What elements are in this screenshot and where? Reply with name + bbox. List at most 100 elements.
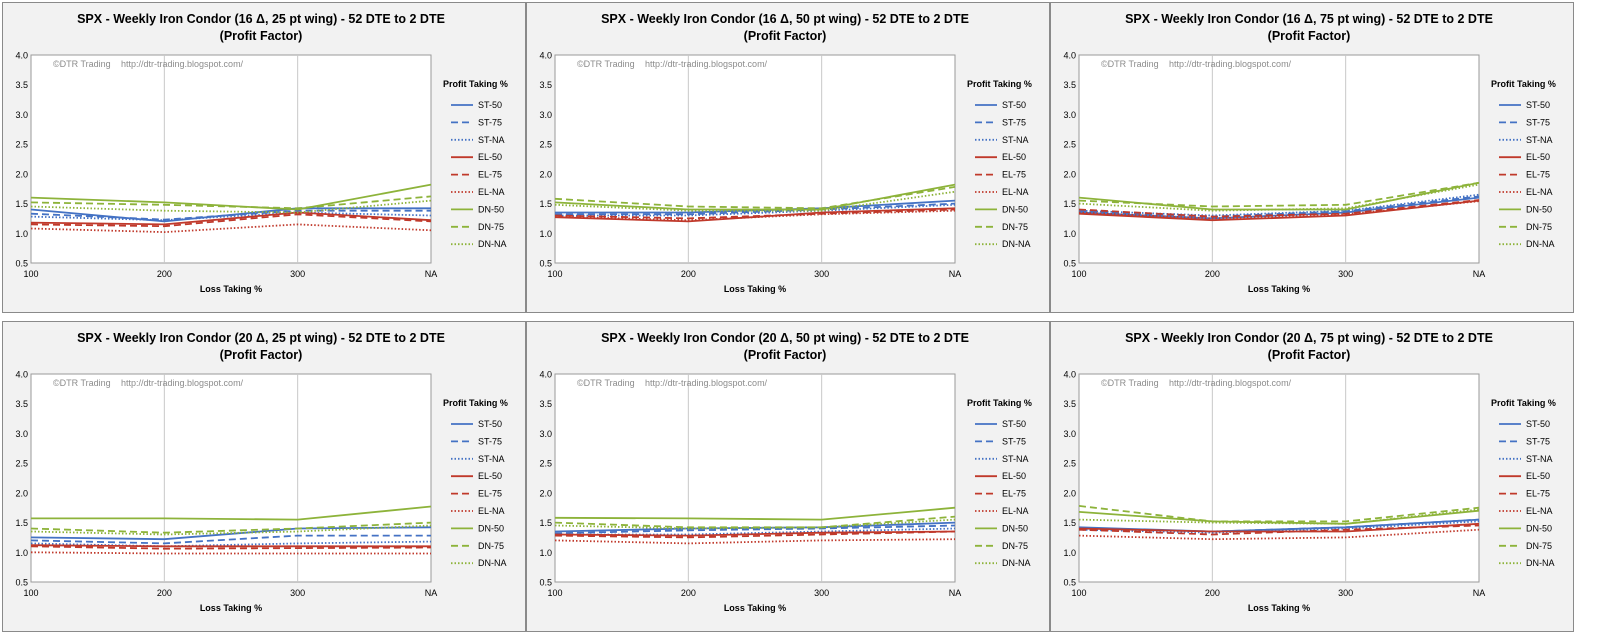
y-tick-label: 3.0: [1063, 429, 1076, 439]
legend-item-label: ST-NA: [1526, 135, 1553, 145]
chart-subtitle: (Profit Factor): [744, 29, 827, 43]
x-tick-label: 200: [157, 588, 172, 598]
y-tick-label: 3.5: [15, 80, 28, 90]
x-tick-label: 100: [23, 588, 38, 598]
series-line-el-75: [1078, 524, 1480, 536]
y-tick-label: 0.5: [539, 578, 552, 588]
plot-area: [1078, 54, 1480, 264]
legend-title: Profit Taking %: [443, 79, 508, 89]
y-tick-label: 2.0: [539, 488, 552, 498]
plot-area: [30, 54, 432, 264]
legend-item-label: DN-NA: [1526, 558, 1555, 568]
series-line-dn-75: [554, 186, 956, 210]
y-tick-label: 4.0: [1063, 370, 1076, 380]
y-tick-label: 4.0: [1063, 51, 1076, 61]
y-tick-label: 3.5: [1063, 399, 1076, 409]
y-tick-label: 1.0: [1063, 548, 1076, 558]
y-tick-label: 2.0: [15, 169, 28, 179]
watermark-right: http://dtr-trading.blogspot.com/: [645, 59, 768, 69]
legend-item-label: DN-NA: [1526, 239, 1555, 249]
y-tick-label: 0.5: [539, 259, 552, 269]
watermark-right: http://dtr-trading.blogspot.com/: [1169, 59, 1292, 69]
chart-panel: SPX - Weekly Iron Condor (20 Δ, 75 pt wi…: [1050, 321, 1574, 632]
y-tick-label: 2.5: [1063, 459, 1076, 469]
y-tick-label: 0.5: [15, 578, 28, 588]
series-line-el-50: [30, 544, 431, 548]
series-line-el-na: [1078, 528, 1480, 541]
x-tick-label: 100: [1071, 588, 1086, 598]
series-line-dn-na: [30, 199, 432, 214]
legend-item-label: EL-NA: [1002, 506, 1029, 516]
y-tick-label: 4.0: [539, 370, 552, 380]
plot-area: [554, 54, 956, 264]
y-tick-label: 3.5: [1063, 80, 1076, 90]
legend-title: Profit Taking %: [443, 398, 508, 408]
y-tick-label: 2.5: [15, 459, 28, 469]
y-tick-label: 3.0: [15, 110, 28, 120]
y-tick-label: 2.5: [539, 459, 552, 469]
x-axis-label: Loss Taking %: [200, 603, 262, 613]
x-tick-label: NA: [1473, 588, 1486, 598]
y-tick-label: 2.5: [15, 140, 28, 150]
x-tick-label: 100: [547, 588, 562, 598]
y-tick-label: 1.0: [539, 548, 552, 558]
y-tick-label: 2.0: [15, 488, 28, 498]
chart-panel: SPX - Weekly Iron Condor (16 Δ, 75 pt wi…: [1050, 2, 1574, 313]
series-line-el-75: [30, 545, 432, 550]
y-tick-label: 3.5: [539, 399, 552, 409]
legend-item-label: ST-75: [1002, 436, 1026, 446]
watermark-right: http://dtr-trading.blogspot.com/: [121, 59, 244, 69]
legend-item-label: DN-NA: [1002, 239, 1031, 249]
legend-item-label: ST-NA: [1526, 454, 1553, 464]
y-tick-label: 1.0: [15, 548, 28, 558]
x-tick-label: 300: [290, 588, 305, 598]
series-line-dn-na: [554, 190, 956, 212]
y-tick-label: 1.0: [15, 229, 28, 239]
y-tick-label: 3.5: [15, 399, 28, 409]
legend-item-label: EL-NA: [1002, 187, 1029, 197]
x-tick-label: 200: [681, 588, 696, 598]
y-tick-label: 1.5: [1063, 199, 1076, 209]
legend-item-label: EL-75: [1002, 489, 1026, 499]
legend-title: Profit Taking %: [1491, 79, 1556, 89]
series-line-dn-75: [1078, 181, 1480, 208]
legend-item-label: ST-75: [1526, 436, 1550, 446]
x-tick-label: 300: [814, 269, 829, 279]
legend-item-label: DN-NA: [478, 239, 507, 249]
y-tick-label: 1.5: [539, 199, 552, 209]
legend-item-label: DN-75: [1526, 541, 1552, 551]
chart-title: SPX - Weekly Iron Condor (16 Δ, 75 pt wi…: [1125, 12, 1493, 26]
x-tick-label: 100: [1071, 269, 1086, 279]
y-tick-label: 0.5: [1063, 578, 1076, 588]
x-tick-label: NA: [425, 269, 438, 279]
legend-item-label: EL-75: [478, 170, 502, 180]
series-line-dn-na: [1078, 183, 1480, 212]
chart-svg: SPX - Weekly Iron Condor (16 Δ, 25 pt wi…: [15, 12, 508, 294]
series-line-st-75: [554, 524, 956, 535]
series-line-dn-75: [30, 521, 432, 534]
legend-item-label: ST-75: [1526, 117, 1550, 127]
x-tick-label: 300: [1338, 269, 1353, 279]
series-line-el-na: [554, 209, 956, 222]
chart-title: SPX - Weekly Iron Condor (20 Δ, 50 pt wi…: [601, 331, 969, 345]
legend-title: Profit Taking %: [967, 79, 1032, 89]
chart-subtitle: (Profit Factor): [220, 348, 303, 362]
legend-item-label: ST-NA: [478, 135, 505, 145]
legend-item-label: ST-50: [1526, 100, 1550, 110]
x-tick-label: 300: [814, 588, 829, 598]
watermark-right: http://dtr-trading.blogspot.com/: [1169, 378, 1292, 388]
series-line-dn-50: [31, 505, 432, 521]
series-line-el-na: [554, 538, 956, 545]
y-tick-label: 2.5: [1063, 140, 1076, 150]
y-tick-label: 3.0: [539, 110, 552, 120]
legend-item-label: EL-NA: [1526, 506, 1553, 516]
legend-item-label: DN-75: [1002, 541, 1028, 551]
x-tick-label: NA: [949, 269, 962, 279]
y-tick-label: 0.5: [15, 259, 28, 269]
chart-svg: SPX - Weekly Iron Condor (20 Δ, 75 pt wi…: [1063, 331, 1555, 613]
watermark-left: ©DTR Trading: [1101, 378, 1159, 388]
chart-subtitle: (Profit Factor): [1268, 29, 1351, 43]
series-line-dn-na: [1078, 508, 1480, 525]
legend-item-label: DN-NA: [1002, 558, 1031, 568]
legend-title: Profit Taking %: [967, 398, 1032, 408]
